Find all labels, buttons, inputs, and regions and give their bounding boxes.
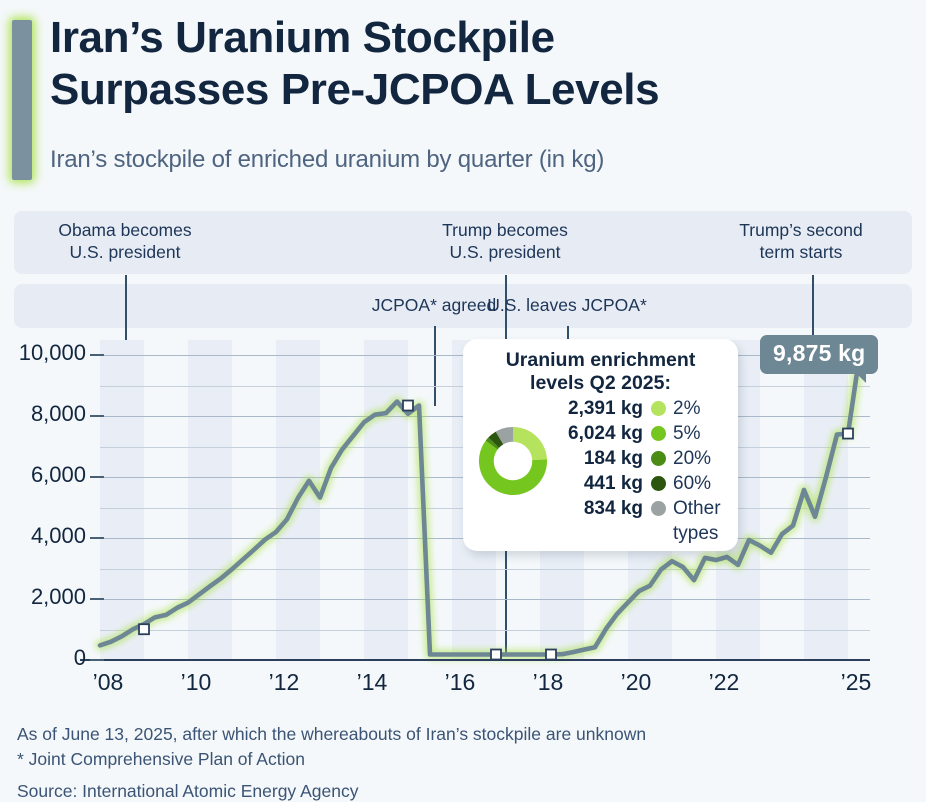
legend-label: 20%	[673, 448, 712, 469]
data-point-marker	[545, 648, 557, 661]
y-tick-label: 2,000	[30, 584, 86, 610]
footer-note-2: * Joint Comprehensive Plan of Action	[17, 748, 305, 769]
legend-value: 6,024 kg	[568, 423, 643, 444]
legend-row: 834 kg Other types	[553, 496, 733, 546]
donut-segment	[485, 437, 500, 450]
annotation-label: Trump’s second term starts	[739, 220, 863, 263]
footer-source: Source: International Atomic Energy Agen…	[17, 780, 359, 801]
x-tick-label: ’12	[268, 669, 300, 695]
x-tick-label: ’20	[620, 669, 652, 695]
y-tick-dash	[90, 476, 104, 478]
legend-color-swatch	[651, 426, 666, 441]
legend-row: 184 kg 20%	[553, 446, 733, 471]
data-point-marker	[138, 623, 150, 636]
x-tick-label: ’22	[708, 669, 740, 695]
legend-color-swatch	[651, 401, 666, 416]
legend-value: 834 kg	[583, 498, 643, 519]
gridline	[100, 568, 870, 570]
donut-callout-card: Uranium enrichment levels Q2 2025: 2,391…	[463, 339, 738, 551]
y-tick-dash	[90, 415, 104, 417]
data-point-marker	[490, 648, 502, 661]
x-tick-label: ’14	[356, 669, 388, 695]
y-tick-dash	[90, 354, 104, 356]
legend-color-swatch	[651, 451, 666, 466]
annotation-band-bottom	[14, 284, 912, 328]
y-tick-label: 0	[73, 645, 86, 670]
column-band	[364, 340, 408, 660]
y-tick-dash	[90, 659, 104, 661]
legend-label: 5%	[673, 423, 701, 444]
y-tick-label: 6,000	[30, 462, 86, 488]
column-band	[100, 340, 144, 660]
x-tick-label: ’08	[92, 669, 124, 695]
legend-label: Other types	[673, 498, 721, 544]
accent-bar	[12, 20, 32, 180]
page-subtitle: Iran’s stockpile of enriched uranium by …	[50, 146, 605, 173]
y-tick-dash	[90, 537, 104, 539]
legend-row: 2,391 kg 2%	[553, 396, 733, 421]
x-tick-label: ’18	[532, 669, 564, 695]
data-point-marker	[402, 399, 414, 412]
donut-segment	[478, 440, 548, 496]
x-tick-label: ’16	[444, 669, 476, 695]
x-axis-line	[80, 659, 870, 661]
legend-label: 2%	[673, 398, 701, 419]
y-tick-label: 10,000	[18, 340, 86, 366]
legend-value: 441 kg	[583, 473, 643, 494]
donut-card-title: Uranium enrichment levels Q2 2025:	[505, 349, 696, 395]
title-line-2: Surpasses Pre-JCPOA Levels	[50, 64, 660, 114]
gridline	[100, 599, 870, 601]
annotation-label: U.S. leaves JCPOA*	[487, 295, 647, 315]
column-band	[188, 340, 232, 660]
annotation-label: JCPOA* agreed	[371, 295, 497, 315]
donut-segment	[488, 431, 504, 448]
value-badge: 9,875 kg	[760, 335, 879, 383]
y-tick-label: 8,000	[30, 401, 86, 427]
legend-color-swatch	[651, 501, 666, 516]
donut-segment	[495, 426, 513, 445]
page-title: Iran’s Uranium Stockpile Surpasses Pre-J…	[50, 12, 906, 116]
legend-color-swatch	[651, 476, 666, 491]
title-line-1: Iran’s Uranium Stockpile	[50, 13, 555, 62]
legend-row: 6,024 kg 5%	[553, 421, 733, 446]
annotation-label: Trump becomes U.S. president	[442, 220, 568, 263]
annotation-label: Obama becomes U.S. president	[58, 220, 192, 263]
gridline	[100, 629, 870, 631]
footer-note-1: As of June 13, 2025, after which the whe…	[17, 724, 647, 744]
footer: As of June 13, 2025, after which the whe…	[17, 722, 907, 802]
donut-legend: 2,391 kg 2% 6,024 kg 5% 184 kg 20% 441 kg 60% 83…	[553, 396, 733, 546]
series-line	[97, 356, 862, 657]
x-tick-label: ’25	[840, 669, 872, 695]
legend-value: 2,391 kg	[568, 398, 643, 419]
data-point-marker	[842, 427, 854, 440]
annotation-leader-line	[434, 326, 436, 406]
y-tick-label: 4,000	[30, 523, 86, 549]
donut-chart	[478, 426, 548, 496]
y-tick-dash	[90, 598, 104, 600]
legend-value: 184 kg	[583, 448, 643, 469]
donut-segment	[513, 426, 547, 461]
legend-row: 441 kg 60%	[553, 471, 733, 496]
legend-label: 60%	[673, 473, 712, 494]
x-tick-label: ’10	[180, 669, 212, 695]
annotation-band-top	[14, 211, 912, 274]
